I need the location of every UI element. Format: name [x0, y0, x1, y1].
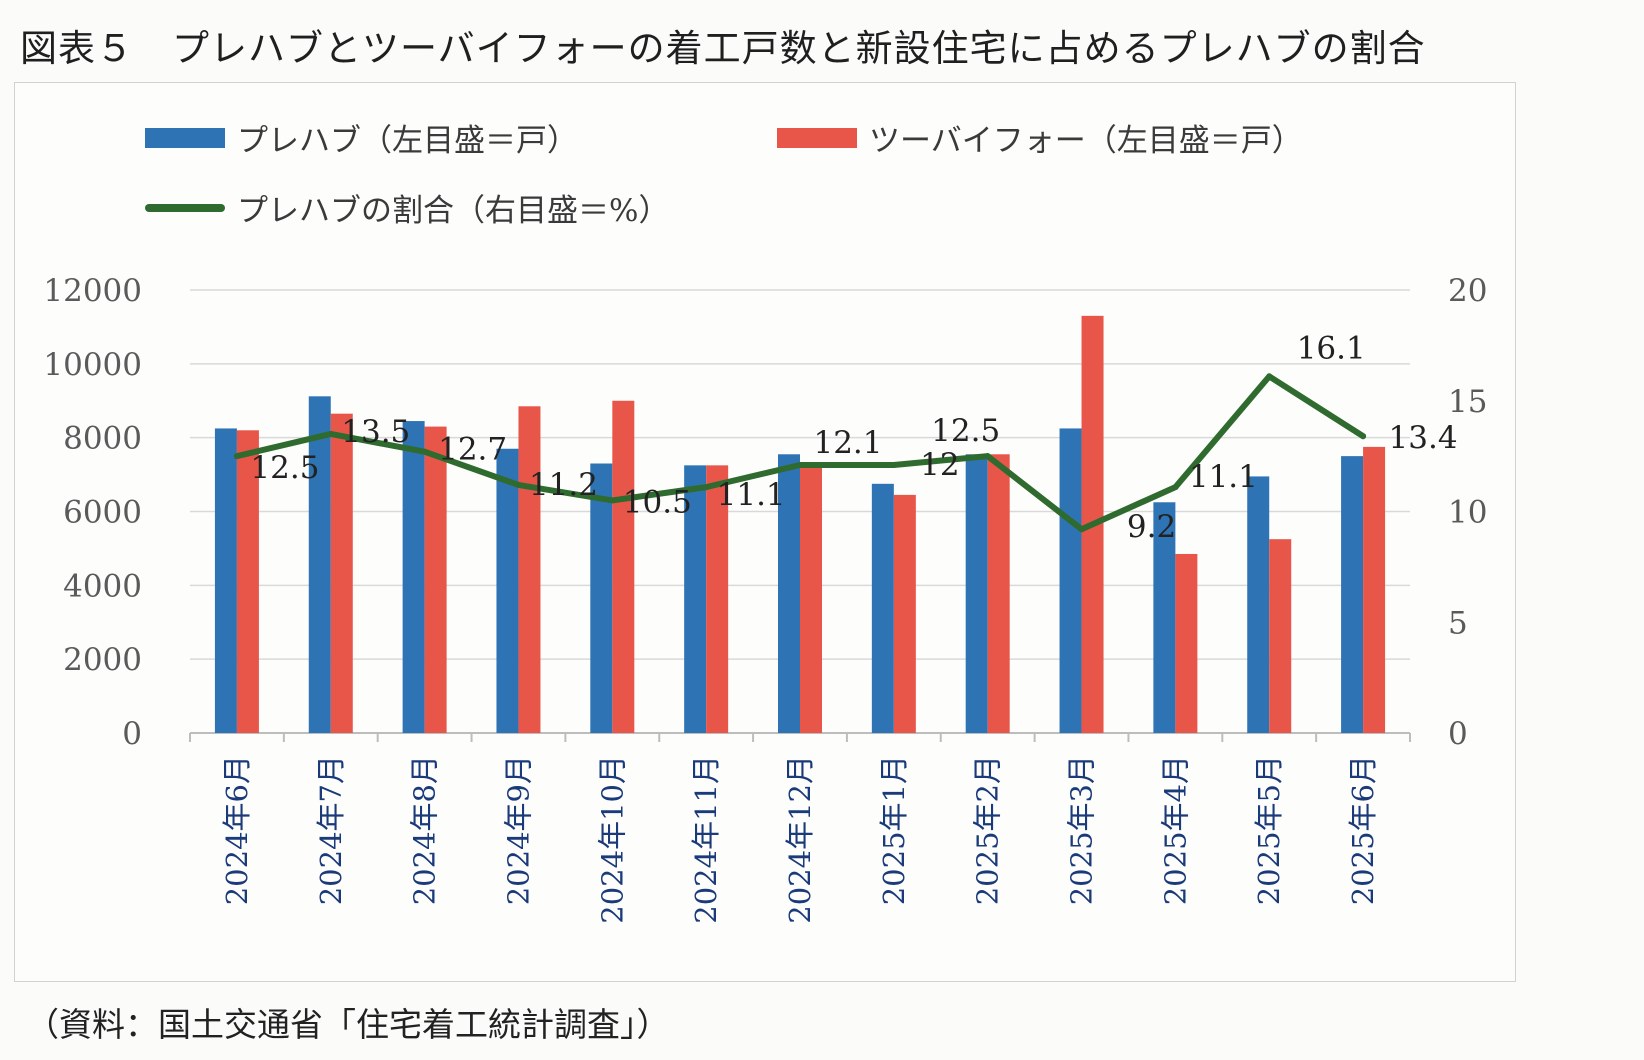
share-point	[890, 461, 897, 468]
share-data-label: 11.1	[1189, 459, 1258, 495]
share-point	[233, 453, 240, 460]
bar-prefab	[871, 483, 894, 733]
share-data-label: 12.5	[250, 450, 319, 486]
bar-twobyfour	[1269, 539, 1292, 733]
bar-prefab	[590, 463, 613, 733]
share-data-label: 12	[920, 447, 959, 483]
bar-twobyfour	[987, 454, 1010, 733]
bar-twobyfour	[1175, 553, 1198, 733]
share-data-label: 16.1	[1297, 330, 1366, 366]
share-point	[1266, 373, 1273, 380]
bar-twobyfour	[236, 430, 259, 733]
x-tick-label: 2024年8月	[408, 755, 442, 905]
legend-item-twobyfour: ツーバイフォー（左目盛＝戸）	[777, 115, 1303, 160]
y-right-tick-label: 5	[1448, 605, 1468, 641]
bar-prefab	[308, 396, 331, 733]
share-point	[797, 461, 803, 468]
bar-prefab	[1247, 476, 1270, 733]
x-tick-label: 2025年4月	[1158, 755, 1192, 905]
x-tick-label: 2024年9月	[501, 755, 535, 905]
bar-twobyfour	[518, 406, 541, 733]
legend-item-share: プレハブの割合（右目盛＝%）	[145, 185, 669, 230]
legend-swatch-prefab	[145, 127, 225, 148]
bar-twobyfour	[424, 426, 447, 733]
share-point	[609, 497, 616, 504]
chart-title: 図表５ プレハブとツーバイフォーの着工戸数と新設住宅に占めるプレハブの割合	[20, 27, 1426, 70]
x-tick-label: 2024年10月	[595, 755, 629, 924]
source-note: （資料：国土交通省「住宅着工統計調査」）	[26, 1005, 670, 1044]
y-left-tick-label: 4000	[63, 568, 142, 604]
bar-twobyfour	[612, 400, 635, 733]
share-point	[1078, 526, 1085, 533]
legend-label-prefab: プレハブ（左目盛＝戸）	[237, 123, 578, 159]
share-data-label: 12.1	[813, 425, 882, 461]
share-data-label: 9.2	[1127, 509, 1176, 545]
x-tick-label: 2024年7月	[314, 755, 348, 905]
share-point	[515, 481, 522, 488]
legend-item-prefab: プレハブ（左目盛＝戸）	[145, 115, 578, 160]
share-point	[421, 448, 428, 455]
bar-prefab	[965, 454, 988, 733]
y-left-tick-label: 2000	[63, 642, 142, 678]
x-tick-label: 2025年3月	[1065, 755, 1099, 905]
share-point	[327, 430, 334, 437]
y-right-tick-label: 0	[1448, 716, 1468, 752]
y-right-tick-label: 10	[1448, 495, 1487, 531]
bar-twobyfour	[1363, 446, 1386, 733]
bar-prefab	[1059, 428, 1082, 733]
share-data-label: 11.2	[529, 467, 598, 503]
share-point	[1360, 433, 1367, 440]
legend-swatch-share	[145, 203, 225, 212]
x-tick-label: 2024年11月	[689, 755, 723, 924]
share-point	[984, 453, 991, 460]
x-tick-label: 2025年6月	[1346, 755, 1380, 905]
bar-twobyfour	[893, 494, 916, 733]
y-left-tick-label: 8000	[63, 421, 142, 457]
share-data-label: 12.7	[438, 432, 507, 468]
share-data-label: 13.4	[1389, 420, 1458, 456]
bar-prefab	[778, 454, 800, 733]
y-left-tick-label: 6000	[63, 495, 142, 531]
share-point	[703, 484, 710, 491]
bar-twobyfour	[330, 413, 353, 733]
bar-prefab	[496, 448, 519, 733]
x-tick-label: 2024年6月	[220, 755, 254, 905]
x-tick-label: 2025年5月	[1252, 755, 1286, 905]
share-data-label: 10.5	[623, 484, 692, 520]
share-data-label: 11.1	[717, 477, 786, 513]
x-tick-label: 2025年1月	[877, 755, 911, 905]
share-data-label: 12.5	[931, 413, 1000, 449]
legend-label-share: プレハブの割合（右目盛＝%）	[237, 193, 670, 229]
bar-prefab	[1153, 502, 1176, 733]
bar-prefab	[214, 428, 237, 733]
share-data-label: 13.5	[341, 414, 410, 450]
bar-twobyfour	[800, 463, 822, 733]
y-left-tick-label: 10000	[43, 347, 142, 383]
y-left-tick-label: 12000	[43, 273, 142, 309]
bar-prefab	[402, 421, 425, 733]
legend-swatch-twobyfour	[777, 127, 857, 148]
legend-label-twobyfour: ツーバイフォー（左目盛＝戸）	[869, 123, 1303, 159]
x-tick-label: 2025年2月	[971, 755, 1005, 905]
y-left-tick-label: 0	[122, 716, 142, 752]
bar-prefab	[684, 465, 707, 733]
y-right-tick-label: 20	[1448, 273, 1487, 309]
share-point	[1172, 484, 1179, 491]
y-right-tick-label: 15	[1448, 384, 1487, 420]
bar-twobyfour	[706, 465, 729, 733]
bar-prefab	[1341, 456, 1364, 733]
x-tick-label: 2024年12月	[783, 755, 817, 924]
